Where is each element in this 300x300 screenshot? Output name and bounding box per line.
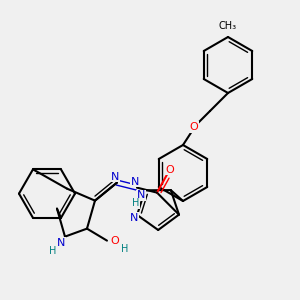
Text: H: H [49,246,57,256]
Text: N: N [111,172,119,182]
Text: N: N [131,177,139,187]
Text: O: O [166,165,174,175]
Text: CH₃: CH₃ [219,21,237,31]
Text: CH₃: CH₃ [219,22,237,32]
Text: N: N [137,190,145,200]
Text: N: N [57,238,65,248]
Text: O: O [111,236,119,246]
Text: H: H [121,244,129,254]
Text: O: O [190,122,198,132]
Text: H: H [132,198,140,208]
Text: N: N [130,213,138,223]
